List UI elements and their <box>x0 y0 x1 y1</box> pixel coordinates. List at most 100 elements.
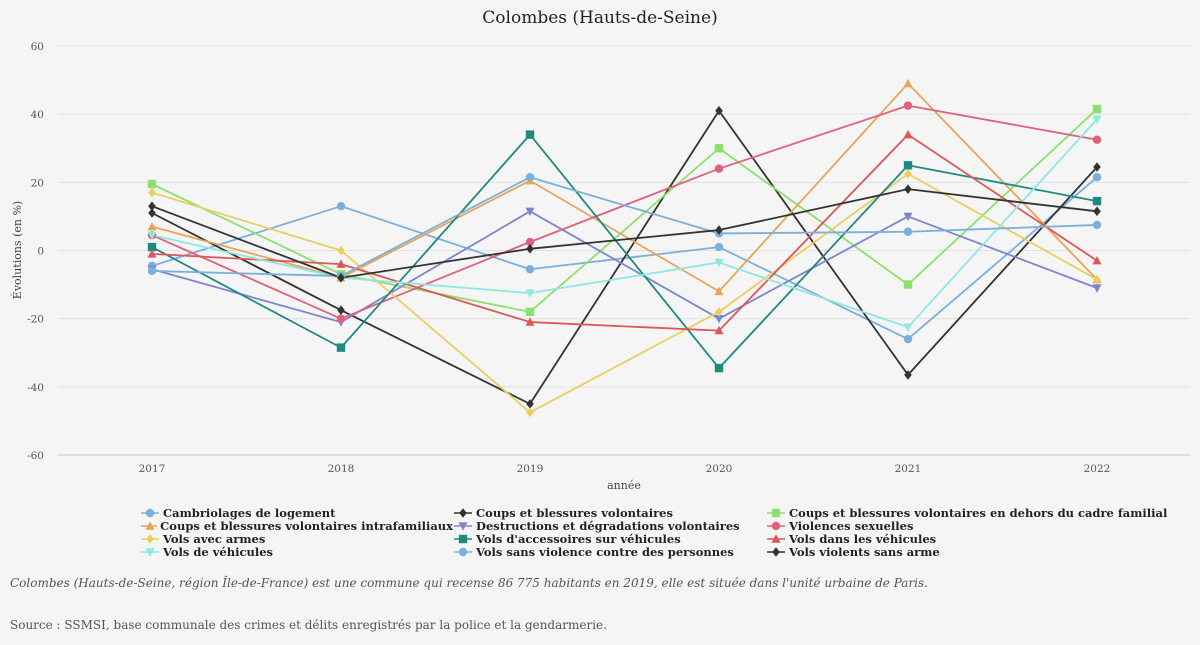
legend-item: Cambriolages de logement <box>140 505 453 520</box>
x-tick-label: 2022 <box>1084 463 1111 475</box>
series-markers <box>147 78 1102 418</box>
legend-marker <box>458 521 468 531</box>
series-line <box>151 172 1098 414</box>
data-point <box>903 323 913 332</box>
y-axis-label: Évolutions (en %) <box>10 201 24 299</box>
data-point <box>714 325 724 335</box>
legend-label: Vols violents sans arme <box>789 544 940 559</box>
data-point <box>715 307 723 317</box>
data-point <box>1092 115 1102 124</box>
data-point <box>714 286 724 296</box>
data-point <box>1092 173 1102 182</box>
legend-swatch <box>767 533 785 543</box>
legend-item: Vols d'accessoires sur véhicules <box>453 532 766 546</box>
legend-marker <box>145 520 155 530</box>
legend-swatch <box>767 546 785 557</box>
data-point <box>147 231 157 240</box>
y-tick-label: 20 <box>31 177 44 189</box>
data-point <box>715 225 723 235</box>
legend-marker <box>458 547 468 556</box>
data-point <box>903 280 913 289</box>
y-tick-label: 60 <box>31 41 44 53</box>
series-line <box>151 82 1098 293</box>
data-point <box>147 249 157 258</box>
commune-note: Colombes (Hauts-de-Seine, région Île-de-… <box>10 576 928 590</box>
legend-swatch <box>767 521 785 530</box>
legend-label: Cambriolages de logement <box>163 505 336 520</box>
legend-swatch <box>454 507 472 518</box>
legend-marker <box>771 521 781 530</box>
data-source: Source : SSMSI, base communale des crime… <box>10 618 607 632</box>
legend-label: Coups et blessures volontaires <box>476 505 673 520</box>
legend-swatch <box>141 533 159 544</box>
x-tick-label: 2019 <box>517 463 544 475</box>
data-point <box>336 201 346 211</box>
legend-swatch <box>141 508 159 517</box>
series-line <box>151 109 1098 405</box>
data-point <box>147 242 157 252</box>
y-tick-label: 40 <box>31 109 44 121</box>
y-tick-labels: -60 -40 -20 0 20 40 60 <box>27 41 44 462</box>
legend-item: Coups et blessures volontaires <box>453 505 766 520</box>
data-point <box>714 242 724 252</box>
series-lines <box>151 82 1098 414</box>
legend-item: Vols violents sans arme <box>766 544 1186 559</box>
y-tick-label: -20 <box>27 314 44 326</box>
legend-label: Coups et blessures volontaires en dehors… <box>789 505 1168 520</box>
legend-swatch <box>141 547 159 557</box>
data-point <box>1092 220 1102 230</box>
data-point <box>148 208 156 218</box>
data-point <box>148 187 156 198</box>
legend-item: Vols de véhicules <box>140 544 453 559</box>
data-point <box>336 314 346 323</box>
data-point <box>903 212 913 222</box>
data-point <box>904 169 912 179</box>
data-point <box>903 227 913 236</box>
series-line <box>151 133 1098 369</box>
data-point <box>1092 196 1102 206</box>
legend-label: Coups et blessures volontaires intrafami… <box>160 518 453 533</box>
chart-title: Colombes (Hauts-de-Seine) <box>482 8 717 28</box>
legend-marker <box>145 547 155 557</box>
data-point <box>714 258 724 268</box>
legend-marker <box>145 508 155 517</box>
x-axis-label: année <box>607 479 641 492</box>
y-tick-label: -40 <box>27 382 44 394</box>
legend-item: Destructions et dégradations volontaires <box>453 518 766 533</box>
data-point <box>337 272 345 283</box>
legend-marker <box>772 546 780 557</box>
legend-label: Vols avec armes <box>163 531 266 546</box>
series-line <box>151 176 1098 277</box>
data-point <box>714 144 724 153</box>
legend-item: Violences sexuelles <box>766 519 1186 533</box>
legend-label: Vols dans les véhicules <box>789 531 937 546</box>
series-line <box>151 108 1098 313</box>
legend-item: Vols avec armes <box>140 531 453 546</box>
data-point <box>525 207 535 217</box>
legend-label: Vols de véhicules <box>163 544 273 559</box>
legend-marker <box>459 507 467 518</box>
data-point <box>903 101 913 110</box>
legend-marker <box>771 508 781 517</box>
data-point <box>1092 256 1102 265</box>
legend-marker <box>146 533 154 544</box>
data-point <box>903 161 913 170</box>
legend-swatch <box>454 521 472 531</box>
data-point <box>525 265 535 274</box>
data-point <box>147 266 157 276</box>
data-point <box>337 245 345 256</box>
y-tick-label: 0 <box>37 246 44 258</box>
data-point <box>714 314 724 324</box>
data-point <box>147 179 157 189</box>
legend-label: Destructions et dégradations volontaires <box>476 518 740 533</box>
data-point <box>715 105 723 116</box>
legend-item: Vols dans les véhicules <box>766 531 1186 546</box>
data-point <box>525 317 535 326</box>
legend-marker <box>458 534 468 543</box>
legend-swatch <box>454 534 472 543</box>
data-point <box>336 259 346 268</box>
x-tick-label: 2021 <box>895 463 922 475</box>
legend-swatch <box>454 547 472 556</box>
data-point <box>337 305 345 315</box>
legend-item: Coups et blessures volontaires intrafami… <box>140 518 453 533</box>
